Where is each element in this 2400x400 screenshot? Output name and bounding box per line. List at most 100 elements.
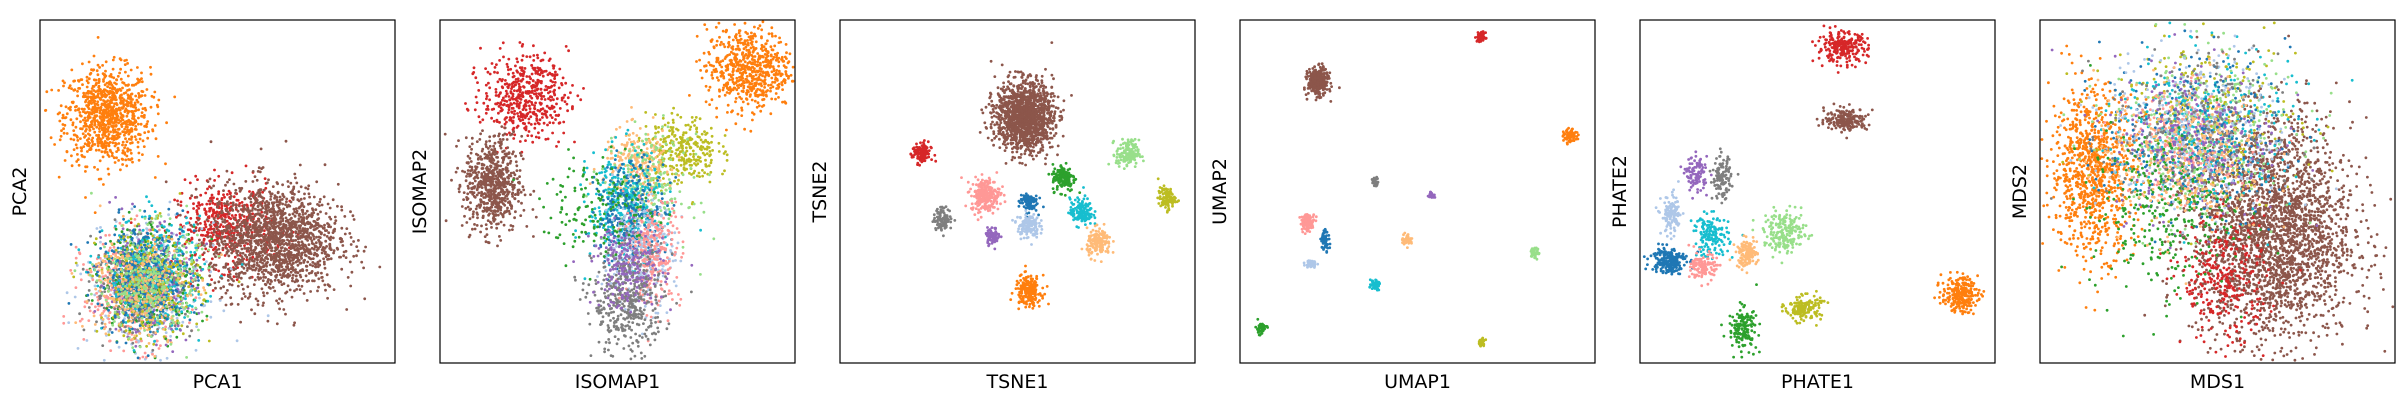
scatter-point [261,304,265,307]
scatter-point [93,310,97,313]
scatter-point [109,130,112,134]
scatter-point [226,180,229,184]
scatter-point [333,215,337,219]
scatter-point [79,146,83,150]
scatter-point [222,225,225,229]
scatter-point [259,147,263,151]
scatter-point [263,211,266,214]
scatter-point [108,339,111,343]
scatter-point [192,202,195,206]
scatter-point [317,229,321,233]
scatter-point [244,247,248,250]
scatter-point [316,253,319,257]
scatter-point [137,222,140,226]
scatter-point [297,241,301,244]
scatter-point [123,127,126,131]
scatter-point [287,185,290,189]
scatter-point [328,246,332,250]
scatter-point [119,112,122,115]
scatter-point [190,230,193,233]
scatter-point [113,218,117,222]
scatter-point [98,66,101,69]
scatter-point [319,210,322,214]
scatter-point [151,228,155,232]
scatter-point [194,348,198,352]
scatter-point [303,248,307,252]
scatter-point [103,290,107,293]
scatter-point [118,279,121,282]
scatter-point [194,296,198,299]
scatter-point [352,254,356,258]
scatter-point [90,87,94,90]
scatter-point [243,244,246,248]
scatter-point [96,63,100,67]
scatter-point [94,78,98,82]
scatter-point [133,135,137,139]
scatter-point [230,214,234,217]
scatter-point [206,187,209,191]
scatter-point [209,294,213,298]
scatter-point [204,213,208,216]
scatter-point [137,92,141,95]
scatter-point [188,196,192,200]
scatter-point [198,214,202,218]
scatter-point [232,279,235,283]
scatter-point [124,137,127,141]
scatter-point [121,140,125,144]
scatter-point [140,320,144,324]
scatter-point [295,288,299,291]
scatter-point [102,80,105,83]
scatter-point [84,111,88,115]
scatter-point [296,235,299,239]
scatter-point [115,115,119,119]
scatter-point [298,212,301,216]
scatter-point [282,212,286,216]
scatter-point [49,136,53,140]
scatter-point [302,292,306,295]
scatter-point [76,139,80,142]
scatter-point [280,198,284,201]
scatter-point [241,287,245,291]
scatter-point [233,228,237,232]
scatter-point [133,218,137,221]
scatter-point [83,305,87,309]
scatter-point [101,64,104,67]
scatter-point [251,212,255,216]
scatter-point [82,145,86,149]
scatter-point [141,153,144,157]
scatter-point [340,226,344,230]
scatter-point [96,144,100,148]
scatter-point [228,226,232,230]
scatter-point [86,150,89,153]
scatter-point [177,253,181,257]
scatter-point [117,159,120,162]
scatter-point [77,79,81,83]
scatter-point [207,339,211,343]
scatter-point [238,240,241,244]
scatter-point [265,291,269,295]
scatter-point [243,197,247,201]
scatter-point [213,238,217,242]
scatter-point [242,292,246,295]
scatter-point [224,263,228,267]
scatter-point [74,286,78,289]
scatter-point [250,308,253,312]
scatter-point [145,344,149,348]
scatter-point [233,255,237,259]
scatter-point [264,242,267,245]
scatter-point [296,247,300,251]
scatter-point [258,170,262,174]
scatter-point [214,255,217,258]
scatter-point [198,203,202,207]
scatter-point [336,204,339,208]
scatter-point [104,123,108,127]
scatter-point [92,54,96,58]
scatter-point [186,228,190,232]
scatter-point [311,279,314,283]
scatter-point [324,239,328,243]
scatter-point [151,129,155,133]
scatter-point [97,133,101,137]
scatter-point [81,62,84,66]
scatter-point [109,349,113,352]
scatter-point [111,129,115,132]
